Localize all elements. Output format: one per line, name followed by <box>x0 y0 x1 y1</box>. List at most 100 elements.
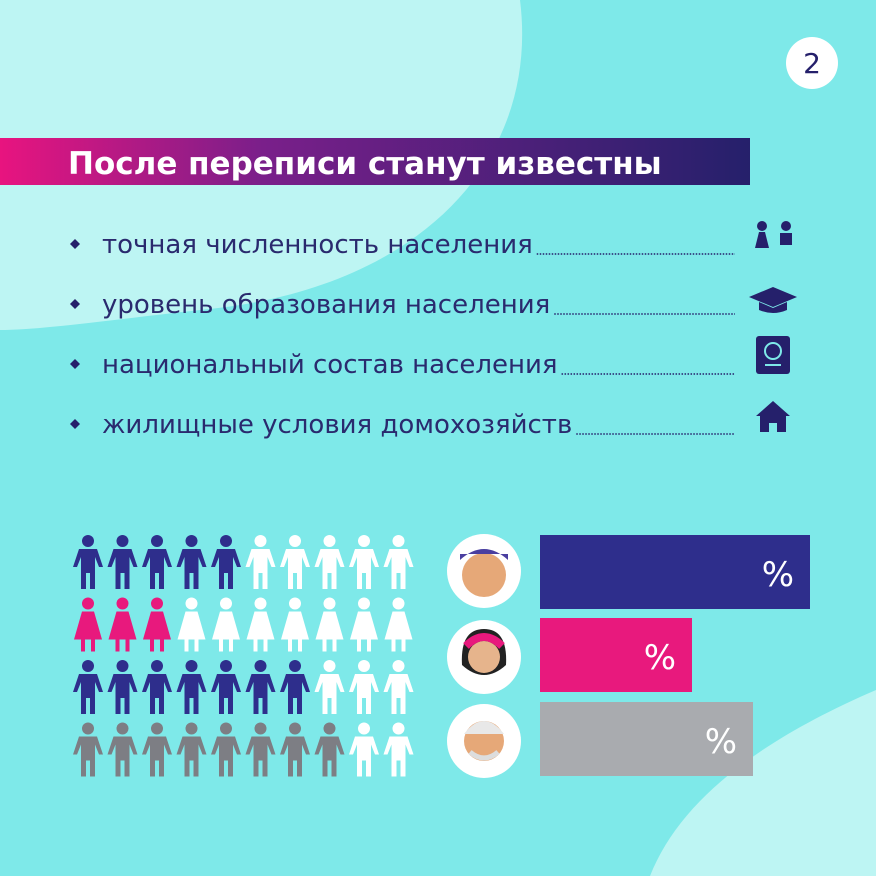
person-body <box>349 549 379 589</box>
person-head <box>151 722 163 735</box>
title: После переписи станут известны <box>68 146 662 182</box>
bullet <box>70 359 80 369</box>
person-body <box>384 611 413 652</box>
person-head <box>289 722 301 735</box>
person-head <box>116 722 129 735</box>
person-body <box>245 549 276 589</box>
item-icons <box>749 221 797 432</box>
page-number: 2 <box>803 47 821 80</box>
person-head <box>82 722 94 735</box>
person-body <box>74 611 102 652</box>
person-head <box>82 660 94 672</box>
person-head <box>323 535 336 547</box>
person-body <box>280 674 310 714</box>
item-text: жилищные условия домохозяйств <box>102 410 572 440</box>
item-text: национальный состав населения <box>102 350 558 380</box>
person-head <box>220 535 232 547</box>
person-head <box>358 597 370 610</box>
bar <box>540 535 810 609</box>
person-head <box>151 535 163 547</box>
person-body <box>176 674 207 714</box>
people-row <box>73 660 414 714</box>
person-body <box>142 549 172 589</box>
person-body <box>314 549 345 589</box>
person-body <box>107 674 138 714</box>
person-body <box>383 674 414 714</box>
person-head <box>358 660 370 672</box>
person-head <box>392 535 405 547</box>
person-body <box>107 736 138 777</box>
person-body <box>211 549 241 589</box>
person-head <box>185 597 198 610</box>
person-body <box>315 611 344 652</box>
person-body <box>350 611 378 652</box>
person-head <box>323 597 336 610</box>
person-head <box>323 660 336 672</box>
person-body <box>314 674 345 714</box>
person-body <box>107 549 138 589</box>
person-body <box>212 611 240 652</box>
person-body <box>211 674 241 714</box>
person-body <box>108 611 137 652</box>
person-body <box>143 611 171 652</box>
bars: %%% <box>540 535 810 776</box>
person-head <box>289 535 301 547</box>
person-body <box>383 736 414 777</box>
bullet <box>70 239 80 249</box>
person-body <box>73 674 103 714</box>
bar-label: % <box>705 722 737 762</box>
person-body <box>280 549 310 589</box>
person-body <box>176 736 207 777</box>
item-list: точная численность населения уровень обра… <box>70 230 735 440</box>
bullet <box>70 299 80 309</box>
person-head <box>392 660 405 672</box>
people-row <box>74 597 413 652</box>
bar <box>540 618 692 692</box>
person-head <box>358 535 370 547</box>
item-text: точная численность населения <box>102 230 533 260</box>
passport-icon <box>756 336 790 374</box>
person-body <box>245 736 276 777</box>
person-body <box>73 549 103 589</box>
bar-label: % <box>762 555 794 595</box>
item-text: уровень образования населения <box>102 290 550 320</box>
people-icon <box>755 221 792 248</box>
person-head <box>116 535 129 547</box>
blob <box>650 690 876 876</box>
person-body <box>280 736 310 777</box>
person-body <box>142 736 172 777</box>
person-head <box>151 597 163 610</box>
person-body <box>349 736 379 777</box>
person-head <box>220 722 232 735</box>
person-head <box>185 535 198 547</box>
person-head <box>151 660 163 672</box>
person-body <box>281 611 309 652</box>
person-head <box>289 660 301 672</box>
person-head <box>254 597 267 610</box>
person-body <box>314 736 345 777</box>
page-badge <box>786 37 838 89</box>
person-body <box>349 674 379 714</box>
people-row <box>73 722 414 777</box>
person-head <box>254 535 267 547</box>
avatars <box>447 534 521 778</box>
person-body <box>383 549 414 589</box>
title-banner <box>0 138 750 185</box>
person-head <box>116 597 129 610</box>
person-head <box>254 660 267 672</box>
person-head <box>254 722 267 735</box>
person-body <box>176 549 207 589</box>
person-head <box>82 535 94 547</box>
person-head <box>220 597 232 610</box>
person-head <box>392 722 405 735</box>
person-body <box>246 611 275 652</box>
person-body <box>73 736 103 777</box>
cap-icon <box>749 287 797 313</box>
people-row <box>73 535 414 589</box>
people-grid <box>73 535 414 777</box>
bar-label: % <box>644 638 676 678</box>
person-head <box>358 722 370 735</box>
person-head <box>116 660 129 672</box>
bullet <box>70 419 80 429</box>
